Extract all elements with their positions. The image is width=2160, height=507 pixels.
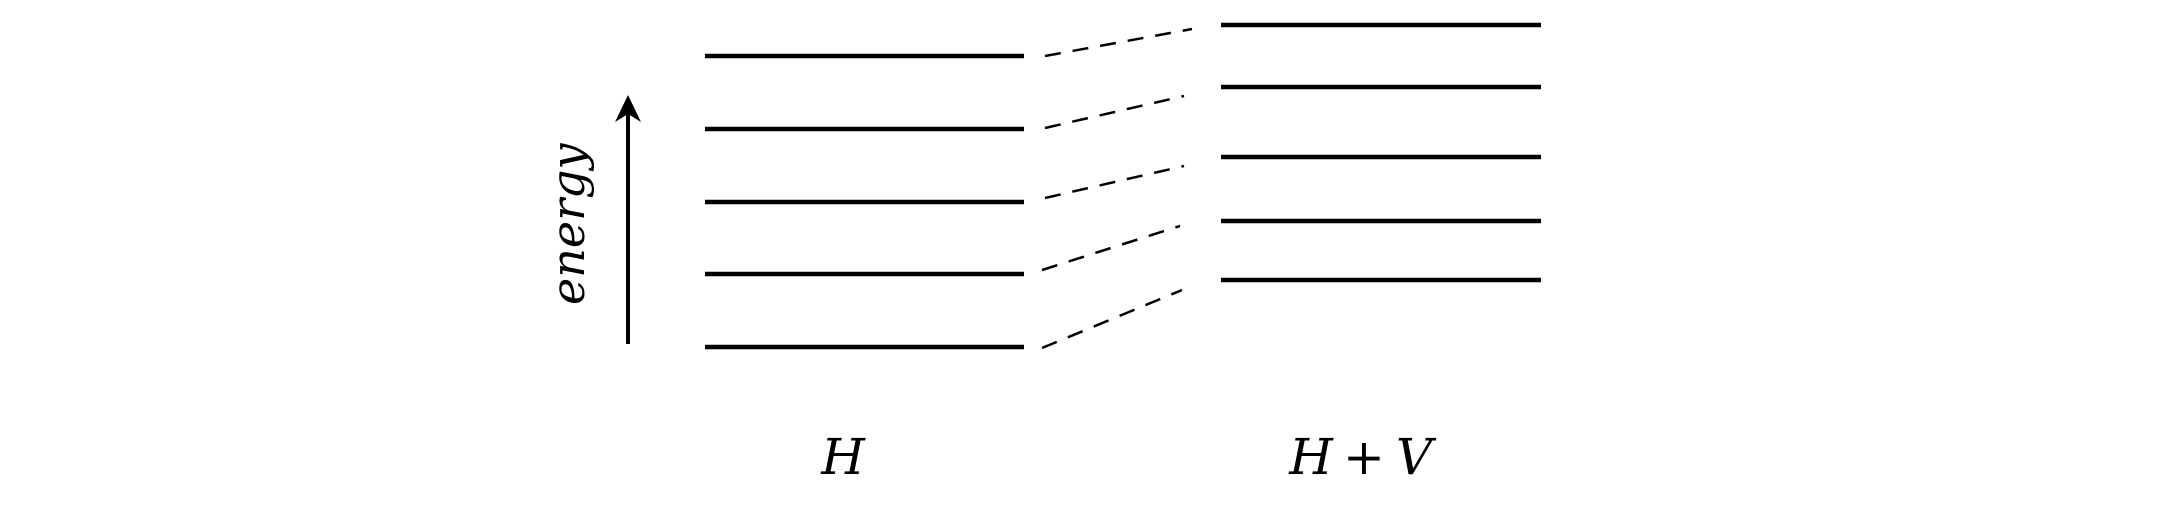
connector-5 [1041, 288, 1183, 350]
label-hv-v: V [1396, 428, 1437, 486]
label-h: H [820, 428, 866, 486]
levels-h-plus-v [1221, 22, 1541, 283]
connector-1 [1044, 27, 1193, 58]
connector-4 [1041, 224, 1181, 272]
energy-axis: energy [541, 95, 641, 344]
arrow-up-icon [615, 95, 641, 122]
connectors [1041, 27, 1193, 350]
connector-2 [1044, 94, 1185, 130]
energy-axis-label: energy [541, 142, 595, 305]
label-h-plus-v: H + V [1288, 428, 1437, 486]
levels-h [705, 53, 1024, 350]
connector-3 [1044, 164, 1185, 200]
label-hv-plus: + [1343, 428, 1385, 486]
label-hv-h: H [1288, 428, 1334, 486]
